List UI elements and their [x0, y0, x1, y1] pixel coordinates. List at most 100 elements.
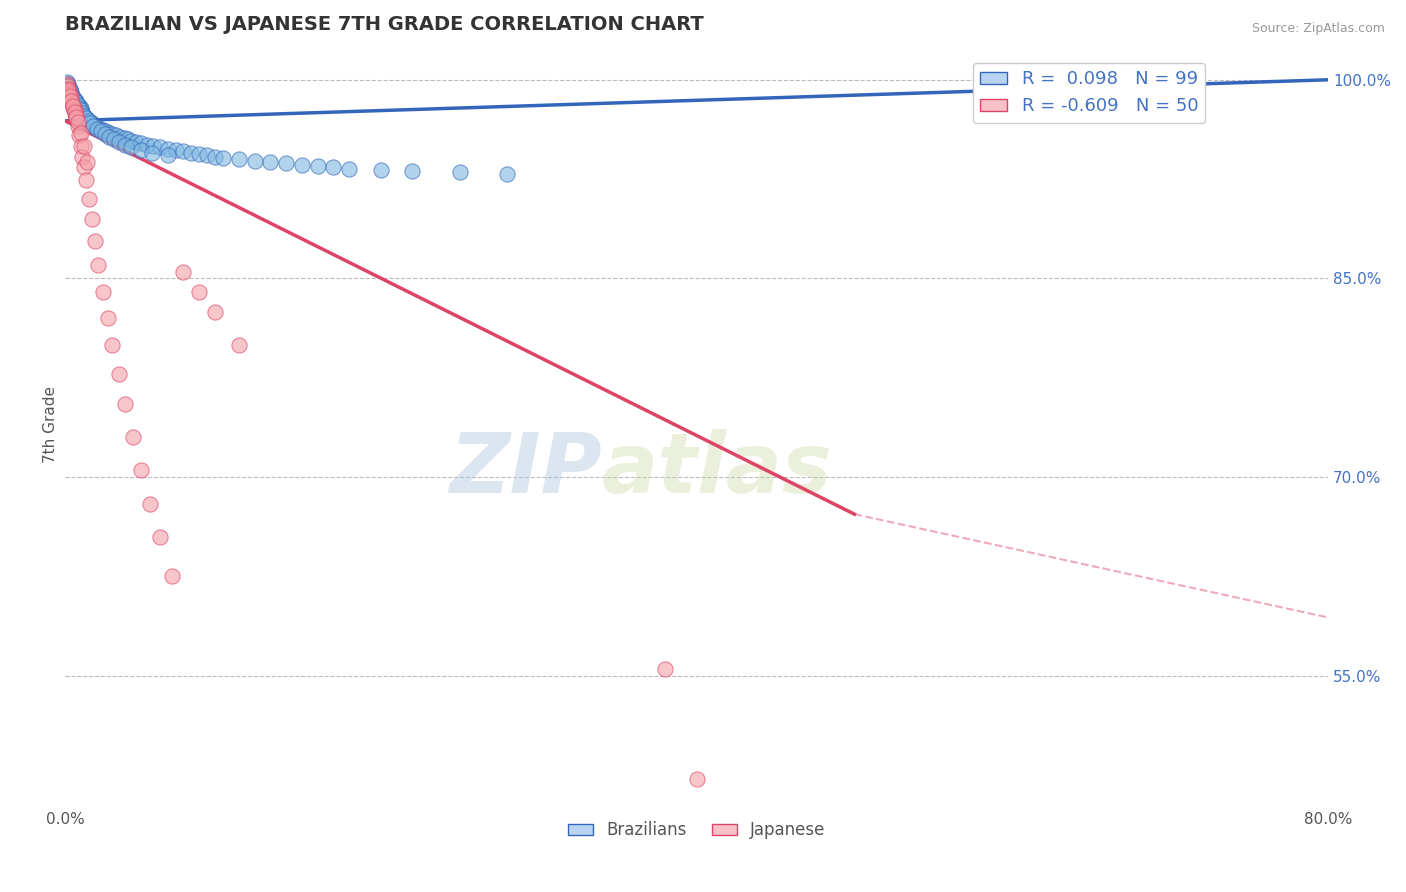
Point — [59, 88, 82, 103]
Point — [67, 128, 90, 143]
Point — [67, 101, 90, 115]
Point — [89, 121, 111, 136]
Point — [136, 137, 159, 152]
Point — [165, 143, 187, 157]
Point — [58, 82, 80, 96]
Point — [101, 127, 124, 141]
Point — [87, 258, 110, 272]
Point — [58, 79, 80, 94]
Point — [65, 95, 87, 110]
Point — [75, 111, 97, 125]
Point — [67, 99, 90, 113]
Point — [188, 285, 211, 299]
Point — [149, 530, 172, 544]
Point — [59, 90, 82, 104]
Point — [62, 94, 84, 108]
Point — [55, 75, 77, 89]
Point — [685, 772, 707, 786]
Point — [370, 162, 392, 177]
Point — [65, 94, 87, 108]
Point — [180, 145, 202, 160]
Point — [73, 109, 96, 123]
Point — [243, 153, 266, 168]
Point — [82, 118, 104, 132]
Point — [59, 83, 82, 97]
Point — [80, 116, 103, 130]
Point — [75, 173, 97, 187]
Y-axis label: 7th Grade: 7th Grade — [44, 385, 58, 463]
Point — [125, 135, 148, 149]
Point — [195, 148, 218, 162]
Point — [114, 397, 136, 411]
Point — [93, 127, 115, 141]
Point — [77, 113, 100, 128]
Point — [72, 150, 94, 164]
Point — [70, 103, 93, 118]
Point — [129, 136, 152, 151]
Point — [70, 126, 93, 140]
Point — [70, 139, 93, 153]
Point — [59, 87, 82, 102]
Point — [228, 153, 250, 167]
Point — [66, 98, 89, 112]
Point — [107, 135, 129, 149]
Point — [63, 95, 86, 110]
Point — [58, 83, 80, 97]
Point — [72, 106, 94, 120]
Point — [188, 147, 211, 161]
Point — [449, 165, 471, 179]
Point — [212, 151, 235, 165]
Point — [84, 119, 107, 133]
Point — [172, 265, 194, 279]
Point — [162, 569, 184, 583]
Point — [63, 104, 86, 119]
Point — [149, 140, 172, 154]
Point — [76, 112, 98, 127]
Point — [120, 134, 142, 148]
Point — [90, 124, 112, 138]
Point — [291, 157, 314, 171]
Text: BRAZILIAN VS JAPANESE 7TH GRADE CORRELATION CHART: BRAZILIAN VS JAPANESE 7TH GRADE CORRELAT… — [65, 15, 704, 34]
Point — [62, 91, 84, 105]
Point — [107, 367, 129, 381]
Point — [63, 93, 86, 107]
Point — [129, 463, 152, 477]
Point — [65, 110, 87, 124]
Point — [72, 106, 94, 120]
Point — [65, 96, 87, 111]
Point — [60, 90, 83, 104]
Point — [141, 145, 163, 160]
Point — [55, 77, 77, 91]
Point — [60, 95, 83, 110]
Point — [60, 93, 83, 107]
Point — [77, 113, 100, 128]
Point — [55, 80, 77, 95]
Point — [117, 132, 139, 146]
Point — [72, 107, 94, 121]
Point — [63, 93, 86, 107]
Point — [654, 662, 676, 676]
Text: ZIP: ZIP — [450, 429, 602, 510]
Point — [73, 139, 96, 153]
Point — [58, 82, 80, 96]
Point — [55, 78, 77, 92]
Point — [58, 77, 80, 91]
Point — [129, 143, 152, 157]
Point — [70, 103, 93, 118]
Point — [70, 101, 93, 115]
Point — [65, 111, 87, 125]
Point — [120, 140, 142, 154]
Point — [82, 119, 104, 133]
Point — [80, 211, 103, 226]
Point — [307, 159, 329, 173]
Point — [86, 121, 108, 136]
Point — [84, 235, 107, 249]
Point — [101, 337, 124, 351]
Point — [103, 132, 125, 146]
Point — [59, 82, 82, 96]
Point — [204, 304, 226, 318]
Point — [322, 160, 344, 174]
Point — [142, 139, 165, 153]
Point — [1128, 77, 1150, 91]
Point — [60, 87, 83, 102]
